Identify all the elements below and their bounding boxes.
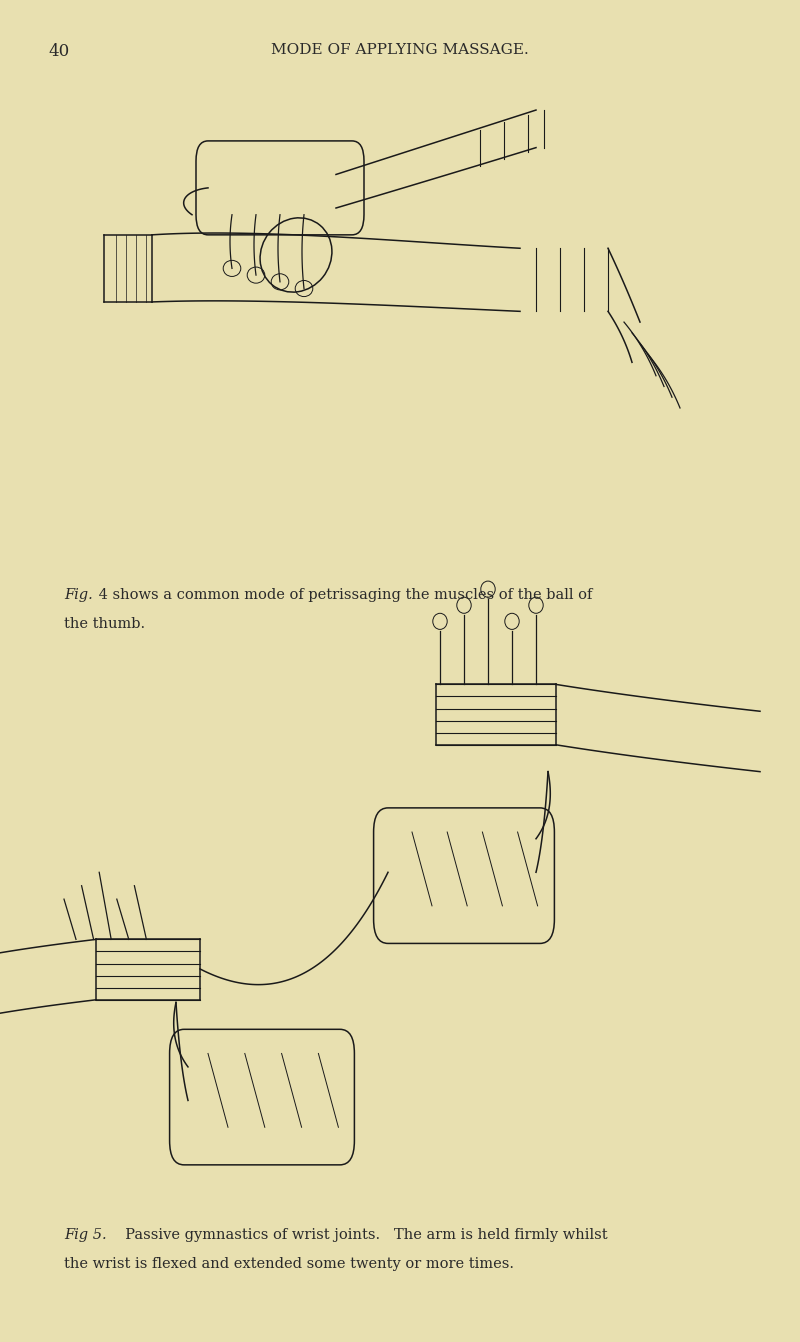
Text: Passive gymnastics of wrist joints.   The arm is held firmly whilst: Passive gymnastics of wrist joints. The … [116, 1228, 608, 1241]
Text: the thumb.: the thumb. [64, 617, 145, 631]
Text: Fig 5.: Fig 5. [64, 1228, 106, 1241]
Text: the wrist is flexed and extended some twenty or more times.: the wrist is flexed and extended some tw… [64, 1257, 514, 1271]
Text: 4 shows a common mode of petrissaging the muscles of the ball of: 4 shows a common mode of petrissaging th… [94, 588, 592, 601]
Text: Fig.: Fig. [64, 588, 93, 601]
Text: MODE OF APPLYING MASSAGE.: MODE OF APPLYING MASSAGE. [271, 43, 529, 56]
Text: 40: 40 [48, 43, 70, 60]
